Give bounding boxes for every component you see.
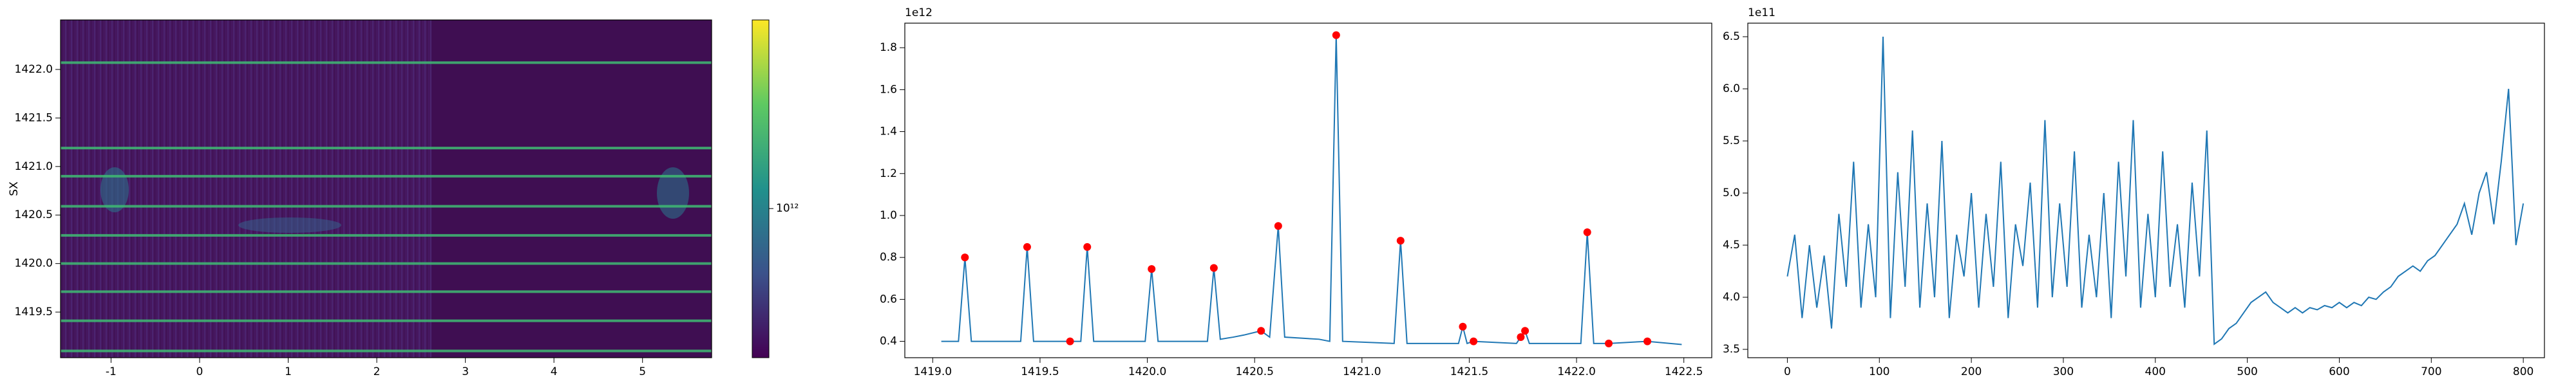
y-tick-label: 4.0 bbox=[1723, 291, 1740, 304]
peak-marker bbox=[1521, 327, 1530, 335]
peak-marker bbox=[1583, 228, 1591, 237]
x-tick-label: 1420.0 bbox=[1128, 365, 1166, 378]
peak-marker bbox=[961, 253, 969, 262]
y-tick-label: 0.6 bbox=[880, 293, 897, 306]
y-axis-label: SX bbox=[8, 181, 21, 196]
heatmap-blob bbox=[100, 167, 129, 212]
x-tick-label: 100 bbox=[1869, 365, 1889, 378]
peak-marker bbox=[1332, 31, 1340, 39]
x-tick-label: 1422.5 bbox=[1665, 365, 1703, 378]
x-tick-label: 800 bbox=[2513, 365, 2533, 378]
y-tick-label: 1422.0 bbox=[15, 63, 53, 76]
peak-marker bbox=[1209, 264, 1218, 272]
y-tick-label: 1.2 bbox=[880, 167, 897, 180]
peak-marker bbox=[1459, 322, 1467, 331]
x-tick-label: -1 bbox=[106, 365, 117, 378]
x-tick-label: 0 bbox=[196, 365, 204, 378]
x-tick-label: 600 bbox=[2329, 365, 2349, 378]
y-tick-label: 6.0 bbox=[1723, 82, 1740, 95]
x-tick-label: 2 bbox=[374, 365, 381, 378]
offset-label: 1e12 bbox=[905, 6, 933, 19]
offset-label: 1e11 bbox=[1748, 6, 1776, 19]
y-tick-label: 1420.5 bbox=[15, 208, 53, 221]
x-tick-label: 200 bbox=[1961, 365, 1982, 378]
x-tick-label: 1421.0 bbox=[1343, 365, 1381, 378]
peak-marker bbox=[1023, 243, 1031, 251]
y-tick-label: 1.6 bbox=[880, 83, 897, 96]
y-tick-label: 6.5 bbox=[1723, 30, 1740, 43]
axes-frame bbox=[1747, 23, 2545, 358]
x-tick-label: 300 bbox=[2053, 365, 2074, 378]
y-tick-label: 1.8 bbox=[880, 41, 897, 54]
x-tick-label: 1422.0 bbox=[1557, 365, 1595, 378]
x-tick-label: 1421.5 bbox=[1450, 365, 1488, 378]
peak-marker bbox=[1643, 337, 1652, 345]
x-tick-label: 5 bbox=[639, 365, 646, 378]
peak-marker bbox=[1605, 339, 1613, 347]
peak-marker bbox=[1470, 337, 1478, 345]
data-line bbox=[941, 35, 1682, 345]
y-tick-label: 1420.0 bbox=[15, 257, 53, 270]
x-tick-label: 500 bbox=[2237, 365, 2257, 378]
axes-frame bbox=[904, 23, 1712, 358]
axes-frame bbox=[60, 19, 712, 358]
heatmap-blob bbox=[238, 217, 341, 233]
y-tick-label: 0.4 bbox=[880, 335, 897, 348]
peak-marker bbox=[1257, 327, 1265, 335]
y-tick-label: 1421.5 bbox=[15, 111, 53, 124]
y-tick-label: 1421.0 bbox=[15, 160, 53, 173]
x-tick-label: 400 bbox=[2145, 365, 2166, 378]
colorbar bbox=[752, 20, 769, 358]
peak-marker bbox=[1083, 243, 1092, 251]
colorbar-tick-label: 10¹² bbox=[776, 202, 799, 215]
y-tick-label: 1.0 bbox=[880, 209, 897, 222]
peak-marker bbox=[1066, 337, 1074, 345]
y-tick-label: 1.4 bbox=[880, 125, 897, 138]
y-tick-label: 3.5 bbox=[1723, 343, 1740, 356]
y-tick-label: 1419.5 bbox=[15, 306, 53, 318]
x-tick-label: 1419.5 bbox=[1021, 365, 1059, 378]
x-tick-label: 1420.5 bbox=[1235, 365, 1273, 378]
y-tick-label: 5.0 bbox=[1723, 187, 1740, 199]
y-tick-label: 4.5 bbox=[1723, 239, 1740, 252]
x-tick-label: 1 bbox=[285, 365, 292, 378]
peak-marker bbox=[1148, 265, 1156, 273]
x-tick-label: 0 bbox=[1784, 365, 1791, 378]
peak-marker bbox=[1274, 222, 1282, 230]
y-tick-label: 5.5 bbox=[1723, 134, 1740, 147]
data-line bbox=[1786, 37, 2524, 345]
y-tick-label: 0.8 bbox=[880, 251, 897, 264]
colorbar-frame bbox=[752, 19, 770, 358]
x-tick-label: 4 bbox=[551, 365, 558, 378]
peak-marker bbox=[1517, 333, 1525, 342]
peak-marker bbox=[1396, 237, 1405, 245]
x-tick-label: 1419.0 bbox=[914, 365, 952, 378]
x-tick-label: 700 bbox=[2421, 365, 2441, 378]
x-tick-label: 3 bbox=[462, 365, 469, 378]
heatmap-image bbox=[61, 20, 712, 358]
